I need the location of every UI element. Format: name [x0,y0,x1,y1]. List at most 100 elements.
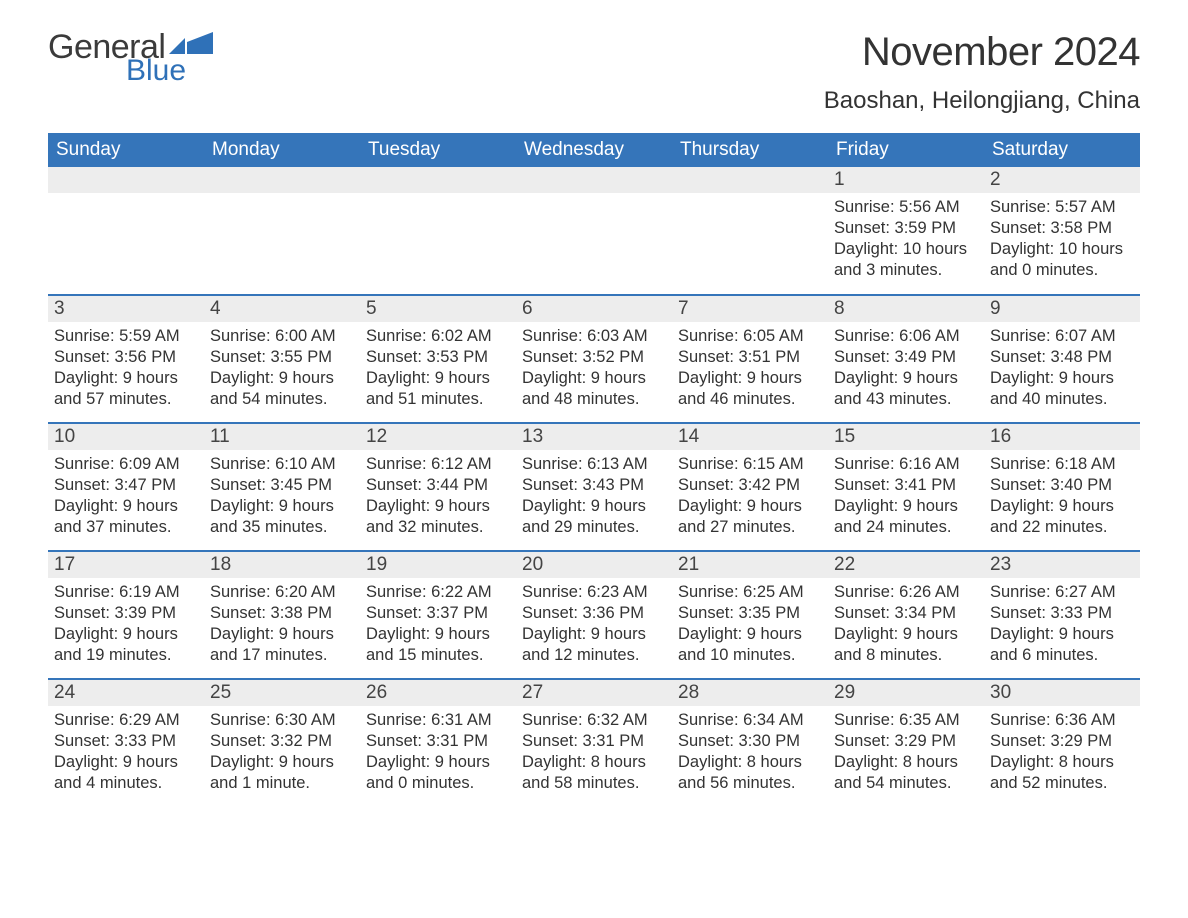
day-details: Sunrise: 6:13 AMSunset: 3:43 PMDaylight:… [516,450,672,544]
calendar-cell: 16Sunrise: 6:18 AMSunset: 3:40 PMDayligh… [984,423,1140,551]
day-number: 8 [828,296,984,322]
day-number: 5 [360,296,516,322]
sunrise-text: Sunrise: 6:05 AM [678,326,822,347]
daylight-text: Daylight: 9 hours and 19 minutes. [54,624,198,666]
day-number: 12 [360,424,516,450]
day-number: 29 [828,680,984,706]
calendar-cell: 23Sunrise: 6:27 AMSunset: 3:33 PMDayligh… [984,551,1140,679]
daylight-text: Daylight: 9 hours and 12 minutes. [522,624,666,666]
sunrise-text: Sunrise: 6:02 AM [366,326,510,347]
weekday-header: Tuesday [360,133,516,167]
sunset-text: Sunset: 3:31 PM [522,731,666,752]
day-details: Sunrise: 6:32 AMSunset: 3:31 PMDaylight:… [516,706,672,800]
sunset-text: Sunset: 3:37 PM [366,603,510,624]
sunset-text: Sunset: 3:48 PM [990,347,1134,368]
day-number: 6 [516,296,672,322]
day-details: Sunrise: 6:15 AMSunset: 3:42 PMDaylight:… [672,450,828,544]
calendar-cell: 7Sunrise: 6:05 AMSunset: 3:51 PMDaylight… [672,295,828,423]
weekday-header: Friday [828,133,984,167]
day-details: Sunrise: 6:19 AMSunset: 3:39 PMDaylight:… [48,578,204,672]
sunset-text: Sunset: 3:29 PM [990,731,1134,752]
calendar-cell: 13Sunrise: 6:13 AMSunset: 3:43 PMDayligh… [516,423,672,551]
calendar-cell: 11Sunrise: 6:10 AMSunset: 3:45 PMDayligh… [204,423,360,551]
calendar-cell [204,167,360,295]
daylight-text: Daylight: 9 hours and 48 minutes. [522,368,666,410]
day-number: 9 [984,296,1140,322]
day-details: Sunrise: 6:02 AMSunset: 3:53 PMDaylight:… [360,322,516,416]
sunset-text: Sunset: 3:56 PM [54,347,198,368]
calendar-row: 3Sunrise: 5:59 AMSunset: 3:56 PMDaylight… [48,295,1140,423]
calendar-table: Sunday Monday Tuesday Wednesday Thursday… [48,133,1140,807]
day-number: 20 [516,552,672,578]
calendar-cell: 26Sunrise: 6:31 AMSunset: 3:31 PMDayligh… [360,679,516,807]
daylight-text: Daylight: 8 hours and 52 minutes. [990,752,1134,794]
sunrise-text: Sunrise: 6:29 AM [54,710,198,731]
calendar-row: 17Sunrise: 6:19 AMSunset: 3:39 PMDayligh… [48,551,1140,679]
sunrise-text: Sunrise: 6:00 AM [210,326,354,347]
daylight-text: Daylight: 9 hours and 37 minutes. [54,496,198,538]
sunrise-text: Sunrise: 6:34 AM [678,710,822,731]
day-details: Sunrise: 6:09 AMSunset: 3:47 PMDaylight:… [48,450,204,544]
weekday-header: Thursday [672,133,828,167]
calendar-cell: 22Sunrise: 6:26 AMSunset: 3:34 PMDayligh… [828,551,984,679]
day-details: Sunrise: 6:12 AMSunset: 3:44 PMDaylight:… [360,450,516,544]
calendar-cell: 8Sunrise: 6:06 AMSunset: 3:49 PMDaylight… [828,295,984,423]
sunrise-text: Sunrise: 6:22 AM [366,582,510,603]
calendar-cell: 2Sunrise: 5:57 AMSunset: 3:58 PMDaylight… [984,167,1140,295]
calendar-cell: 24Sunrise: 6:29 AMSunset: 3:33 PMDayligh… [48,679,204,807]
calendar-cell: 14Sunrise: 6:15 AMSunset: 3:42 PMDayligh… [672,423,828,551]
sunset-text: Sunset: 3:53 PM [366,347,510,368]
daylight-text: Daylight: 9 hours and 1 minute. [210,752,354,794]
calendar-cell: 1Sunrise: 5:56 AMSunset: 3:59 PMDaylight… [828,167,984,295]
sunset-text: Sunset: 3:30 PM [678,731,822,752]
day-details: Sunrise: 6:25 AMSunset: 3:35 PMDaylight:… [672,578,828,672]
sunrise-text: Sunrise: 6:07 AM [990,326,1134,347]
day-number: 17 [48,552,204,578]
day-details: Sunrise: 5:56 AMSunset: 3:59 PMDaylight:… [828,193,984,287]
daylight-text: Daylight: 10 hours and 3 minutes. [834,239,978,281]
calendar-cell: 19Sunrise: 6:22 AMSunset: 3:37 PMDayligh… [360,551,516,679]
sunset-text: Sunset: 3:58 PM [990,218,1134,239]
sunrise-text: Sunrise: 6:27 AM [990,582,1134,603]
day-details: Sunrise: 6:34 AMSunset: 3:30 PMDaylight:… [672,706,828,800]
top-bar: General Blue November 2024 Baoshan, Heil… [48,30,1140,125]
day-details: Sunrise: 5:57 AMSunset: 3:58 PMDaylight:… [984,193,1140,287]
calendar-cell: 20Sunrise: 6:23 AMSunset: 3:36 PMDayligh… [516,551,672,679]
day-number: 13 [516,424,672,450]
sunset-text: Sunset: 3:31 PM [366,731,510,752]
day-number: 7 [672,296,828,322]
calendar-cell: 25Sunrise: 6:30 AMSunset: 3:32 PMDayligh… [204,679,360,807]
day-number: 28 [672,680,828,706]
day-number: 14 [672,424,828,450]
weekday-header: Sunday [48,133,204,167]
day-number: 19 [360,552,516,578]
day-number: 3 [48,296,204,322]
day-number: 21 [672,552,828,578]
sunrise-text: Sunrise: 6:09 AM [54,454,198,475]
sunset-text: Sunset: 3:39 PM [54,603,198,624]
day-number: 1 [828,167,984,193]
weekday-header: Monday [204,133,360,167]
day-number: 16 [984,424,1140,450]
sunrise-text: Sunrise: 5:57 AM [990,197,1134,218]
sunrise-text: Sunrise: 6:16 AM [834,454,978,475]
sunset-text: Sunset: 3:34 PM [834,603,978,624]
daylight-text: Daylight: 9 hours and 8 minutes. [834,624,978,666]
sunset-text: Sunset: 3:29 PM [834,731,978,752]
daylight-text: Daylight: 10 hours and 0 minutes. [990,239,1134,281]
day-details: Sunrise: 6:07 AMSunset: 3:48 PMDaylight:… [984,322,1140,416]
calendar-cell [516,167,672,295]
sunset-text: Sunset: 3:42 PM [678,475,822,496]
sunrise-text: Sunrise: 6:30 AM [210,710,354,731]
sunrise-text: Sunrise: 6:18 AM [990,454,1134,475]
sunset-text: Sunset: 3:52 PM [522,347,666,368]
sunset-text: Sunset: 3:49 PM [834,347,978,368]
sunrise-text: Sunrise: 5:56 AM [834,197,978,218]
empty-day [48,167,204,193]
sunset-text: Sunset: 3:41 PM [834,475,978,496]
sunset-text: Sunset: 3:33 PM [990,603,1134,624]
day-details: Sunrise: 6:26 AMSunset: 3:34 PMDaylight:… [828,578,984,672]
weekday-header: Wednesday [516,133,672,167]
sunset-text: Sunset: 3:32 PM [210,731,354,752]
month-title: November 2024 [824,30,1140,75]
